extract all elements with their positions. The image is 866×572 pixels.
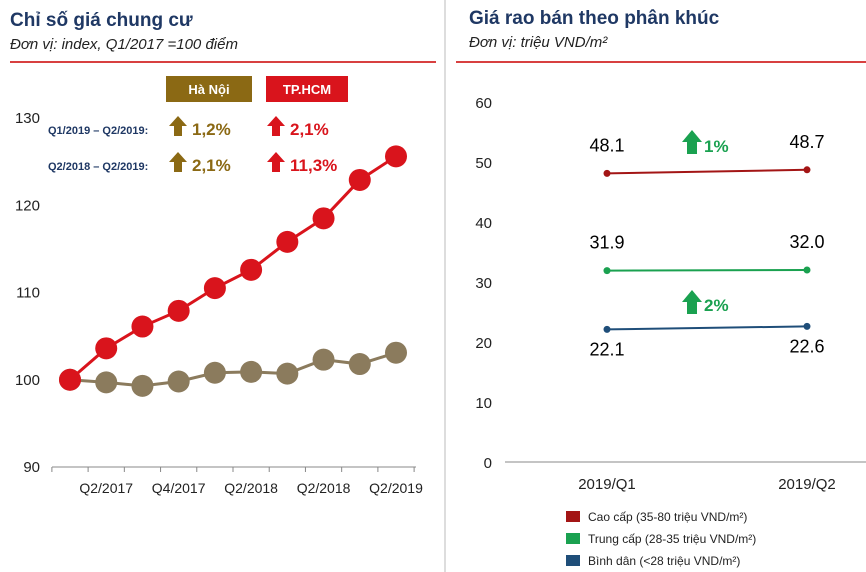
data-point <box>803 322 811 330</box>
y-tick-label: 20 <box>475 335 492 352</box>
annotation-row-2-hcm: 11,3% <box>290 156 337 175</box>
data-label: 48.1 <box>589 135 624 155</box>
y-tick-label: 40 <box>475 215 492 232</box>
data-point <box>803 266 811 274</box>
series-line <box>606 325 808 331</box>
up-arrow-icon <box>169 116 187 136</box>
data-point-hcm <box>385 145 407 168</box>
x-tick-label: Q2/2019 <box>369 480 423 496</box>
right-annotation-2: 2% <box>704 296 729 315</box>
annotation-row-1-hcm: 2,1% <box>290 120 329 139</box>
right-chart-title: Giá rao bán theo phân khúc <box>469 8 720 29</box>
data-point-hcm <box>131 315 154 338</box>
data-point-hcm <box>312 207 335 230</box>
series-line <box>606 269 808 272</box>
legend-label-premium: Cao cấp (35-80 triệu VND/m²) <box>588 510 747 524</box>
up-arrow-icon <box>267 152 285 172</box>
left-chart-title: Chỉ số giá chung cư <box>10 10 193 31</box>
y-tick-label: 0 <box>484 455 492 472</box>
data-point-hcm <box>95 337 118 360</box>
data-point-hanoi <box>167 370 190 393</box>
data-point-hanoi <box>131 374 154 397</box>
legend-swatch-affordable <box>566 555 580 566</box>
data-point-hcm <box>203 277 226 300</box>
data-point-hcm <box>348 168 371 191</box>
left-chart-subtitle: Đơn vị: index, Q1/2017 =100 điểm <box>10 36 238 53</box>
y-tick-label: 10 <box>475 395 492 412</box>
up-arrow-icon <box>682 130 702 154</box>
legend-swatch-premium <box>566 511 580 522</box>
hanoi-badge <box>166 76 252 102</box>
y-tick-label: 100 <box>15 372 40 389</box>
data-point-hcm <box>59 368 81 391</box>
data-point-hcm <box>276 230 299 253</box>
data-label: 31.9 <box>589 233 624 253</box>
up-arrow-icon <box>169 152 187 172</box>
legend-label-mid: Trung cấp (28-35 triệu VND/m²) <box>588 532 756 546</box>
data-point-hanoi <box>385 341 407 364</box>
data-point-hanoi <box>276 362 299 385</box>
data-point <box>803 166 811 174</box>
annotation-row-2-hanoi: 2,1% <box>192 156 231 175</box>
data-label: 32.0 <box>789 232 824 252</box>
series-line <box>606 168 808 175</box>
series-line-hcm <box>69 155 397 381</box>
right-plot-area: 0 10 20 30 40 50 60 2019/Q1 2019/Q2 48.1 48.7 31.9 3… <box>475 95 866 493</box>
x-tick-label: Q2/2017 <box>79 480 133 496</box>
y-tick-label: 120 <box>15 197 40 214</box>
data-point-hcm <box>240 258 263 281</box>
annotation-row-1-period: Q1/2019 – Q2/2019: <box>48 125 148 137</box>
y-tick-label: 50 <box>475 155 492 172</box>
data-point-hanoi <box>203 361 226 384</box>
x-tick-label: Q4/2017 <box>152 480 206 496</box>
x-tick-label: Q2/2018 <box>224 480 278 496</box>
legend-label-affordable: Bình dân (<28 triệu VND/m²) <box>588 554 740 568</box>
data-point-hanoi <box>312 348 335 371</box>
data-label: 22.1 <box>589 339 624 359</box>
annotation-row-1-hanoi: 1,2% <box>192 120 231 139</box>
data-point-hcm <box>167 299 190 322</box>
annotation-row-2-period: Q2/2018 – Q2/2019: <box>48 161 148 173</box>
hcm-badge-label: TP.HCM <box>283 82 331 97</box>
series-line-hanoi <box>69 351 397 388</box>
data-point-hanoi <box>348 353 371 376</box>
x-tick-label: 2019/Q2 <box>778 476 836 493</box>
y-tick-label: 130 <box>15 110 40 127</box>
data-label: 48.7 <box>789 132 824 152</box>
data-point <box>603 169 611 177</box>
data-label: 22.6 <box>789 336 824 356</box>
data-point-hanoi <box>95 371 118 394</box>
up-arrow-icon <box>682 290 702 314</box>
x-tick-label: Q2/2018 <box>297 480 351 496</box>
y-tick-label: 30 <box>475 275 492 292</box>
right-chart-subtitle: Đơn vị: triệu VND/m² <box>469 34 608 51</box>
hcm-badge <box>266 76 348 102</box>
data-point <box>603 325 611 333</box>
data-point-hanoi <box>240 360 263 383</box>
y-tick-label: 110 <box>16 285 40 302</box>
left-plot-area: 90 100 110 120 130 Q2/2017 Q4/2017 Q2/2018 Q2/20… <box>15 110 423 496</box>
hanoi-badge-label: Hà Nội <box>188 82 229 97</box>
y-tick-label: 60 <box>475 95 492 112</box>
right-annotation-1: 1% <box>704 137 729 156</box>
x-tick-label: 2019/Q1 <box>578 476 636 493</box>
data-point <box>603 267 611 275</box>
y-tick-label: 90 <box>23 459 40 476</box>
up-arrow-icon <box>267 116 285 136</box>
legend-swatch-mid <box>566 533 580 544</box>
